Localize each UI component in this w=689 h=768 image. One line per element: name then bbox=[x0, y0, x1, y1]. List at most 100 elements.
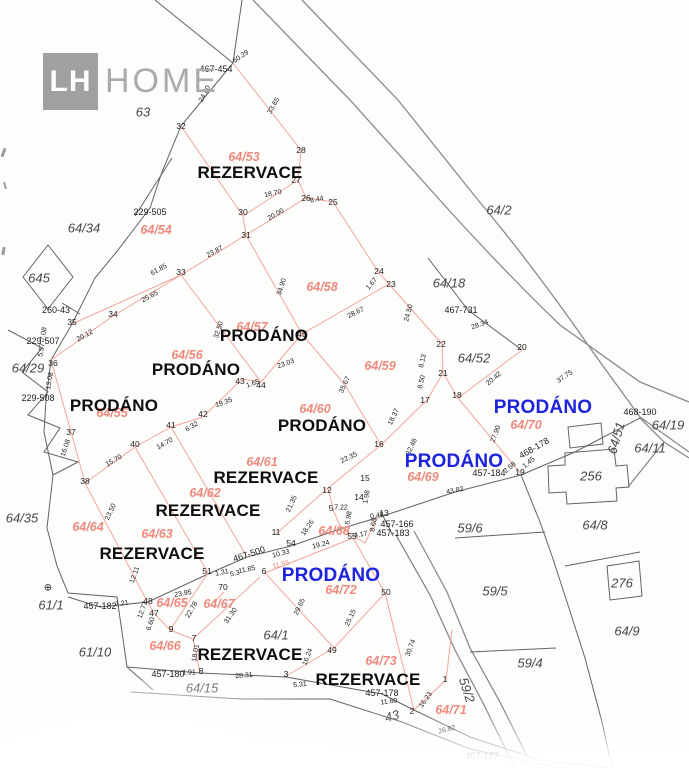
vertex-number: 40 bbox=[130, 439, 140, 449]
parcel-number: 64/8 bbox=[582, 517, 608, 533]
parcel-number: 64/18 bbox=[432, 275, 466, 291]
measurement: 29.65 bbox=[293, 597, 307, 617]
parcel-number: 645 bbox=[28, 270, 50, 286]
measurement: 20.00 bbox=[266, 207, 286, 223]
new-plot-number: 64/73 bbox=[365, 654, 397, 668]
measurement: 28.31 bbox=[234, 671, 254, 681]
vertex-number: 14 bbox=[354, 492, 364, 502]
vertex-number: 25 bbox=[328, 197, 338, 207]
new-plot-number: 64/60 bbox=[299, 402, 331, 416]
status-label: REZERVACE bbox=[213, 468, 319, 487]
vertex-number: 8 bbox=[198, 666, 204, 676]
parcel-number: 64/34 bbox=[67, 220, 101, 236]
survey-ref: 468-190 bbox=[623, 407, 657, 417]
measurement: 16.24 bbox=[301, 647, 315, 667]
vertex-number: 24 bbox=[374, 266, 384, 276]
measurement: 19.24 bbox=[311, 539, 331, 551]
measurement: 18.70 bbox=[263, 188, 283, 200]
measurement: 20.42 bbox=[485, 370, 503, 388]
vertex-number: 18 bbox=[452, 390, 462, 400]
vertex-number: 22 bbox=[436, 339, 446, 349]
survey-ref: 457-180 bbox=[151, 669, 185, 679]
vertex-number: 44 bbox=[256, 380, 266, 390]
measurement: 7.22 bbox=[334, 504, 348, 512]
measurement: 8.50 bbox=[417, 374, 427, 390]
measurement: 18.26 bbox=[300, 518, 316, 538]
measurement: 16.08 bbox=[59, 438, 73, 458]
parcel-number: 63 bbox=[135, 104, 151, 120]
survey-ref: 457-182 bbox=[83, 601, 117, 611]
new-plot-number: 64/62 bbox=[189, 486, 221, 500]
vertex-number: 70 bbox=[218, 582, 228, 592]
vertex-number: 3 bbox=[283, 669, 289, 679]
survey-ref: 229-507 bbox=[26, 336, 60, 346]
vertex-number: 26 bbox=[301, 193, 311, 203]
new-plot-number: 64/59 bbox=[364, 359, 396, 373]
measurement: 1.91 bbox=[182, 669, 196, 677]
new-plot-number: 64/68 bbox=[318, 524, 350, 538]
measurement: 7.21 bbox=[114, 599, 130, 609]
vertex-number: 55 bbox=[347, 531, 357, 541]
parcel-number: 64/52 bbox=[457, 350, 491, 366]
measurement: 8.13 bbox=[418, 353, 428, 369]
parcel-number: 61/10 bbox=[78, 644, 112, 660]
vertex-number: 38 bbox=[80, 476, 90, 486]
measurement: 37.75 bbox=[555, 369, 575, 385]
parcel-number: 64/1 bbox=[263, 627, 289, 643]
vertex-number: 41 bbox=[166, 420, 176, 430]
parcel-number: 256 bbox=[580, 468, 602, 484]
vertex-number: 47 bbox=[149, 608, 159, 618]
parcel-number: 59/5 bbox=[482, 583, 508, 599]
vertex-number: 50 bbox=[381, 587, 391, 597]
vertex-number: 9 bbox=[168, 624, 174, 634]
vertex-number: 21 bbox=[438, 368, 448, 378]
measurement: 8.44 bbox=[309, 195, 325, 205]
survey-ref: 229-508 bbox=[21, 393, 55, 403]
vertex-number: 35 bbox=[67, 317, 77, 327]
vertex-number: 23 bbox=[386, 279, 396, 289]
measurement: 61.85 bbox=[149, 262, 169, 278]
scan-fade bbox=[0, 710, 689, 768]
measurement: 27.90 bbox=[489, 424, 503, 444]
measurement: 10.33 bbox=[271, 548, 291, 560]
measurement: 20.12 bbox=[75, 328, 95, 344]
survey-ref: 457-183 bbox=[376, 528, 410, 538]
road-lines bbox=[252, 0, 689, 768]
new-plot-number: 64/55 bbox=[96, 406, 128, 420]
survey-ref: 467-731 bbox=[444, 305, 478, 315]
parcel-number: 64/29 bbox=[11, 360, 45, 376]
status-label: PRODÁNO bbox=[493, 397, 593, 418]
new-plot-number: 64/72 bbox=[325, 583, 357, 597]
logo-mark: LH bbox=[43, 53, 98, 110]
vertex-number: 16 bbox=[374, 439, 384, 449]
measurement: 23.50 bbox=[104, 502, 118, 522]
vertex-number: 12 bbox=[322, 485, 332, 495]
measurement: 25.65 bbox=[140, 289, 160, 305]
vertex-number: 13 bbox=[379, 508, 389, 518]
vertex-number: 1 bbox=[442, 674, 448, 684]
measurement: 60.29 bbox=[231, 49, 251, 65]
new-plot-number: 64/54 bbox=[140, 223, 172, 237]
measurement: 21.35 bbox=[285, 494, 299, 514]
new-plot-number: 64/63 bbox=[141, 527, 173, 541]
vertex-number: 20 bbox=[517, 342, 527, 352]
new-plot-number: 64/64 bbox=[72, 520, 104, 534]
survey-ref: 467-454 bbox=[199, 64, 233, 74]
vertex-number: 27 bbox=[291, 175, 301, 185]
parcel-number: 59/4 bbox=[517, 655, 543, 671]
measurement: 4.17 bbox=[353, 530, 369, 540]
new-plot-number: 64/66 bbox=[149, 639, 181, 653]
vertex-number: 51 bbox=[202, 566, 212, 576]
parcel-number: 276 bbox=[611, 575, 633, 591]
survey-ref: 260-43 bbox=[41, 305, 71, 315]
measurement: 34.90 bbox=[275, 277, 289, 297]
new-plot-number: 64/65 bbox=[156, 596, 188, 610]
measurement: 14.70 bbox=[155, 436, 175, 452]
parcel-number: 64/19 bbox=[651, 417, 685, 433]
survey-ref: 229-505 bbox=[133, 207, 167, 217]
measurement: 12.77 bbox=[136, 600, 150, 620]
new-plot-number: 64/57 bbox=[236, 320, 268, 334]
status-label: REZERVACE bbox=[155, 501, 261, 520]
